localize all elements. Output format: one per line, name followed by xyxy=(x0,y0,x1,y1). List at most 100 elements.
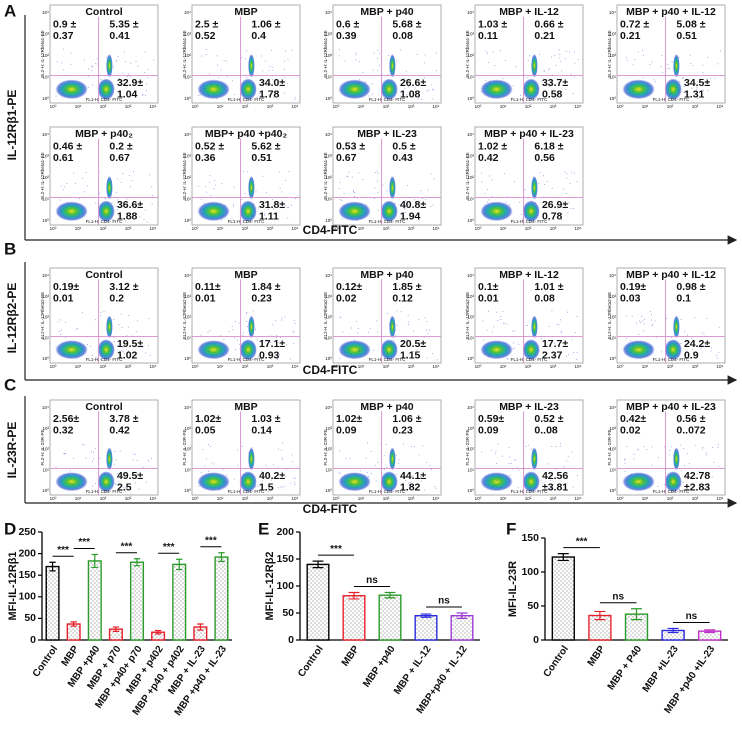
event-dot xyxy=(710,350,712,352)
plot-tick: 10³ xyxy=(609,426,616,431)
event-dot xyxy=(495,450,497,452)
flow-plot: Control 0.19±0.01 3.12 ±0.2 19.5±1.02 10⁰10⁰… xyxy=(40,267,159,369)
event-dot xyxy=(280,449,282,451)
event-dot xyxy=(259,93,261,95)
significance-label: *** xyxy=(163,542,175,553)
plot-tick: 10¹ xyxy=(500,496,507,501)
event-dot xyxy=(534,202,536,204)
panel-label: F xyxy=(506,519,516,538)
quadrant-value: 40.8± xyxy=(400,199,426,211)
plot-y-axis: FL2-H: IL-12Rbeta1-PE xyxy=(607,30,612,77)
event-dot xyxy=(674,488,676,490)
event-dot xyxy=(549,487,551,489)
plot-tick: 10⁴ xyxy=(467,10,474,15)
event-dot xyxy=(140,80,142,82)
quadrant-value: 0.51 xyxy=(251,152,272,164)
quadrant-value: 1.94 xyxy=(400,211,421,223)
plot-tick: 10³ xyxy=(408,104,415,109)
event-dot xyxy=(433,178,435,180)
plot-y-axis: FL2-H: IL-23R-PE xyxy=(323,429,328,465)
event-dot xyxy=(404,88,406,90)
event-dot xyxy=(295,477,297,479)
plot-tick: 10¹ xyxy=(184,467,191,472)
event-dot xyxy=(417,486,419,488)
event-dot xyxy=(209,330,211,332)
quadrant-value: 34.0± xyxy=(259,77,285,89)
quadrant-value: 6.18 ± xyxy=(534,140,563,152)
event-dot xyxy=(268,94,270,96)
event-dot xyxy=(409,205,411,207)
quadrant-value: 5.08 ± xyxy=(676,18,705,30)
event-dot xyxy=(338,188,340,190)
event-dot xyxy=(543,70,545,72)
y-tick-label: 50 xyxy=(282,607,294,619)
event-dot xyxy=(201,55,203,57)
plot-tick: 10¹ xyxy=(609,335,616,340)
event-dot xyxy=(233,478,235,480)
event-dot xyxy=(250,466,252,468)
plot-tick: 10⁴ xyxy=(609,405,616,410)
event-dot xyxy=(400,84,402,86)
plot-tick: 10⁴ xyxy=(575,364,582,369)
quadrant-value: 0.23 xyxy=(251,292,272,304)
event-dot xyxy=(432,204,434,206)
event-dot xyxy=(674,356,676,358)
event-dot xyxy=(574,51,576,53)
event-dot xyxy=(560,219,562,221)
density-cloud xyxy=(622,472,655,492)
event-dot xyxy=(700,348,702,350)
event-dot xyxy=(502,78,504,80)
event-dot xyxy=(427,189,429,191)
event-dot xyxy=(393,323,395,325)
error-bar xyxy=(312,560,324,569)
event-dot xyxy=(214,179,216,181)
event-dot xyxy=(129,76,131,78)
event-dot xyxy=(204,202,206,204)
event-dot xyxy=(144,51,146,53)
event-dot xyxy=(262,340,264,342)
plot-tick: 10¹ xyxy=(358,496,365,501)
event-dot xyxy=(662,71,664,73)
plot-tick: 10⁴ xyxy=(292,226,299,231)
quadrant-value: 1.88 xyxy=(117,211,138,223)
event-dot xyxy=(86,343,88,345)
plot-x-axis: FL1-H: CD4- FITC xyxy=(86,97,124,102)
event-dot xyxy=(412,350,414,352)
plot-tick: 10¹ xyxy=(42,467,49,472)
plot-tick: 10² xyxy=(667,496,674,501)
quadrant-value: 2.5 xyxy=(117,481,132,493)
event-dot xyxy=(546,180,548,182)
event-dot xyxy=(146,221,148,223)
plot-tick: 10¹ xyxy=(467,197,474,202)
event-dot xyxy=(132,459,134,461)
event-dot xyxy=(405,70,407,72)
event-dot xyxy=(711,347,713,349)
event-dot xyxy=(407,314,409,316)
significance-label: *** xyxy=(330,544,342,555)
error-bar xyxy=(218,552,225,562)
event-dot xyxy=(72,484,74,486)
event-dot xyxy=(565,50,567,52)
event-dot xyxy=(258,207,260,209)
quadrant-value: 0.9 xyxy=(684,349,699,361)
event-dot xyxy=(670,92,672,94)
event-dot xyxy=(484,204,486,206)
event-dot xyxy=(250,212,252,214)
event-dot xyxy=(500,315,502,317)
plot-x-axis: FL1-H: CD4- FITC xyxy=(653,357,691,362)
event-dot xyxy=(541,337,543,339)
event-dot xyxy=(64,453,66,455)
quadrant-value: 2.5 ± xyxy=(195,18,219,30)
event-dot xyxy=(267,490,269,492)
event-dot xyxy=(391,71,393,73)
event-dot xyxy=(497,443,499,445)
quadrant-value: 0.42 xyxy=(478,152,499,164)
plot-tick: 10² xyxy=(100,364,107,369)
error-bar xyxy=(154,629,162,635)
event-dot xyxy=(683,92,685,94)
event-dot xyxy=(669,480,671,482)
quadrant-value: 0.2 xyxy=(109,292,124,304)
event-dot xyxy=(385,444,387,446)
quadrant-value: 0.4 xyxy=(251,30,266,42)
event-dot xyxy=(410,212,412,214)
